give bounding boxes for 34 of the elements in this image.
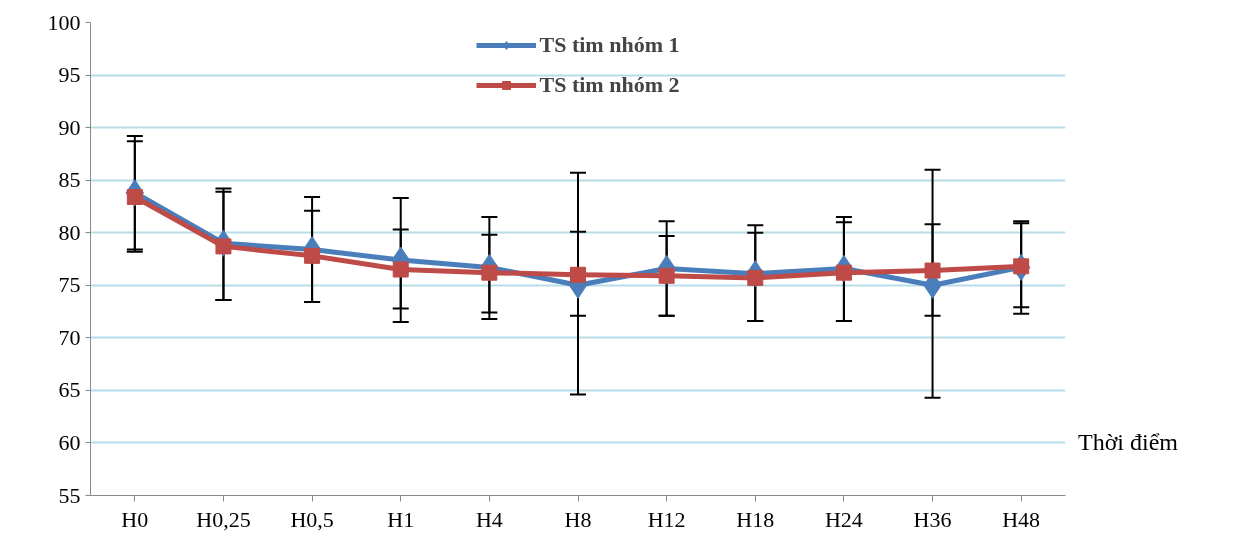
y-tick-label: 60 — [58, 429, 81, 455]
point — [392, 261, 409, 278]
legend-label: TS tim nhóm 2 — [539, 72, 680, 98]
point — [304, 247, 321, 264]
legend-label: TS tim nhóm 1 — [539, 32, 680, 58]
x-tick-label: H18 — [736, 506, 775, 532]
y-tick-label: 90 — [58, 114, 81, 140]
y-tick-label: 65 — [58, 377, 81, 403]
x-tick-label: H0 — [121, 506, 149, 532]
x-tick-label: H24 — [824, 506, 863, 532]
point — [924, 262, 941, 279]
x-tick-label: H48 — [1002, 506, 1041, 532]
x-tick-label: H8 — [564, 506, 592, 532]
y-tick-label: 85 — [58, 167, 81, 193]
point — [658, 267, 675, 284]
x-axis-title: Thời điểm — [1078, 428, 1179, 457]
y-tick-label: 100 — [47, 9, 81, 35]
point — [481, 264, 498, 281]
point — [835, 264, 852, 281]
x-tick-label: H0,5 — [290, 506, 334, 532]
point — [215, 238, 232, 255]
y-tick-label: 95 — [58, 62, 81, 88]
x-tick-label: H12 — [647, 506, 686, 532]
point — [570, 266, 586, 283]
y-tick-label: 55 — [58, 482, 81, 508]
x-tick-label: H36 — [913, 506, 952, 532]
y-tick-label: 80 — [58, 219, 81, 245]
y-tick-label: 70 — [58, 324, 81, 350]
x-tick-label: H0,25 — [196, 506, 251, 532]
point — [1013, 258, 1030, 275]
point — [747, 269, 764, 286]
y-tick-label: 75 — [58, 272, 81, 298]
x-tick-label: H1 — [387, 506, 415, 532]
x-tick-label: H4 — [475, 506, 503, 532]
